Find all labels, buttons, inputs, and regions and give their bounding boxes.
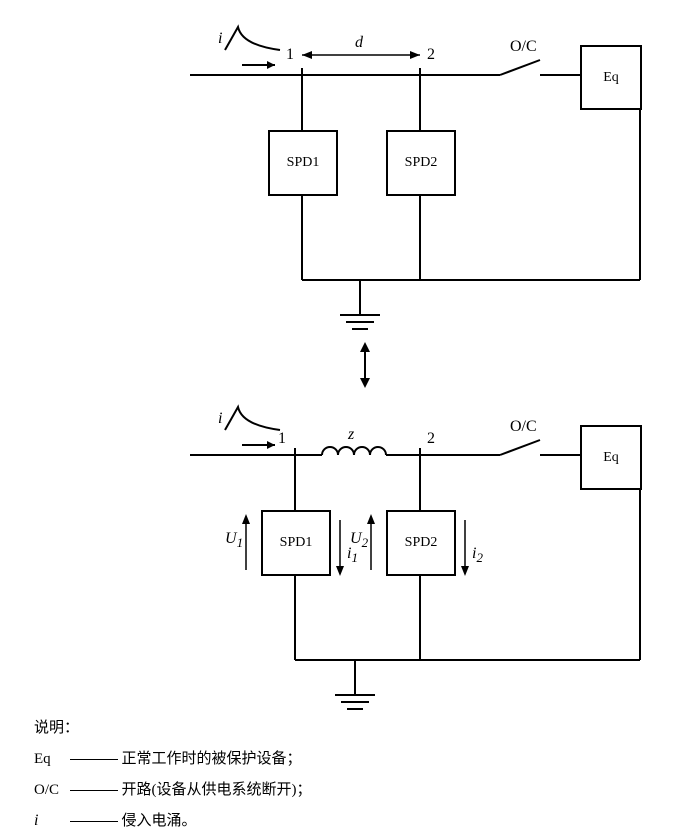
diagram-canvas: i 1 d 2 O/C SPD1 SPD2 Eq (20, 20, 675, 791)
i2-label: i2 (472, 545, 483, 566)
eq-box-top: Eq (580, 45, 642, 110)
spd1-box-top: SPD1 (268, 130, 338, 196)
node1-top: 1 (286, 46, 294, 64)
eq-box-bottom: Eq (580, 425, 642, 490)
legend: 说明： Eq 正常工作时的被保护设备； O/C 开路(设备从供电系统断开)； i… (34, 716, 312, 840)
spd1-box-bottom: SPD1 (261, 510, 331, 576)
d-label: d (355, 34, 363, 52)
double-arrow (350, 340, 380, 390)
oc-bottom: O/C (510, 418, 537, 436)
legend-i: i 侵入电涌。 (34, 809, 312, 830)
legend-eq: Eq 正常工作时的被保护设备； (34, 747, 312, 768)
surge-i-bottom: i (218, 410, 222, 428)
u1-label: U1 (225, 530, 243, 551)
legend-title: 说明： (34, 716, 312, 737)
eq-label-top: Eq (603, 70, 619, 86)
top-circuit-svg (20, 20, 675, 350)
eq-label-bottom: Eq (603, 450, 619, 466)
z-label: z (348, 426, 354, 444)
spd2-label-bottom: SPD2 (405, 535, 438, 551)
node1-bottom: 1 (278, 430, 286, 448)
u2-label: U2 (350, 530, 368, 551)
legend-oc: O/C 开路(设备从供电系统断开)； (34, 778, 312, 799)
node2-top: 2 (427, 46, 435, 64)
oc-top: O/C (510, 38, 537, 56)
spd2-box-top: SPD2 (386, 130, 456, 196)
node2-bottom: 2 (427, 430, 435, 448)
spd2-label-top: SPD2 (405, 155, 438, 171)
surge-i-top: i (218, 30, 222, 48)
spd1-label-top: SPD1 (287, 155, 320, 171)
spd1-label-bottom: SPD1 (280, 535, 313, 551)
spd2-box-bottom: SPD2 (386, 510, 456, 576)
